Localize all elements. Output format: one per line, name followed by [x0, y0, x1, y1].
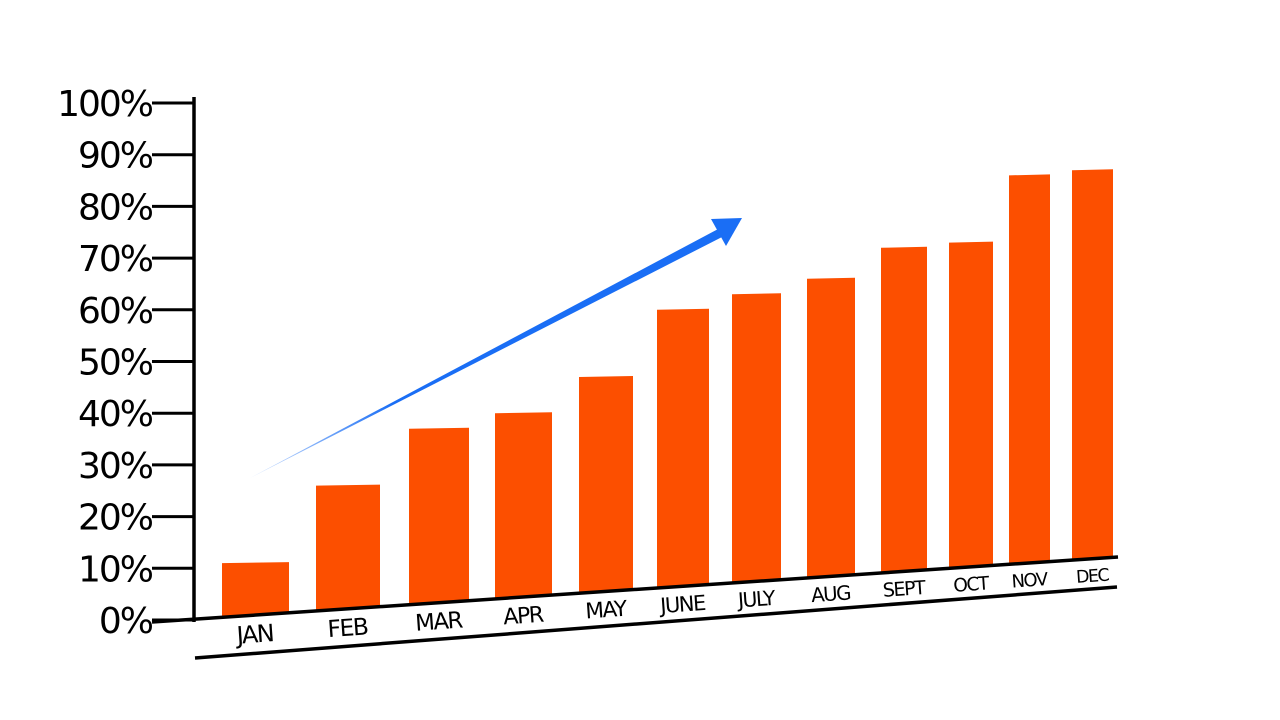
trend-arrow-head [711, 218, 742, 246]
x-tick-label: SEPT [882, 576, 927, 602]
x-tick-label: JULY [735, 586, 777, 613]
y-tick-label: 10% [78, 549, 153, 590]
bar-feb [316, 484, 380, 612]
bar-aug [807, 277, 855, 579]
trend-arrow-shaft [250, 228, 724, 478]
x-tick-label: APR [502, 602, 544, 631]
bar-apr [495, 412, 552, 600]
bar-oct [949, 241, 993, 569]
bar-nov [1009, 174, 1050, 565]
y-tick-label: 40% [78, 394, 153, 435]
x-tick-label: FEB [327, 612, 369, 643]
y-tick-label: 60% [78, 291, 153, 332]
bar-may [579, 376, 633, 594]
y-tick-label: 70% [78, 239, 153, 280]
x-tick-label: MAR [414, 607, 464, 636]
x-tick-label: MAY [585, 597, 629, 625]
x-tick-label: NOV [1011, 569, 1050, 593]
y-tick-label: 20% [78, 498, 153, 539]
x-tick-label: AUG [810, 581, 851, 607]
trend-arrow [250, 218, 742, 478]
y-tick-label: 50% [78, 343, 153, 384]
x-tick-label: DEC [1075, 566, 1110, 588]
x-axis-baseline [151, 555, 1119, 624]
y-tick-label: 100% [57, 84, 153, 125]
bar-june [657, 308, 709, 589]
bar-mar [409, 427, 469, 606]
y-tick-label: 80% [78, 187, 153, 228]
x-tick-label: JUNE [657, 591, 705, 618]
bar-jan [222, 562, 289, 618]
x-tick-label: OCT [953, 573, 991, 597]
y-tick-label: 0% [99, 601, 153, 642]
bar-july [732, 293, 781, 584]
x-axis-lower-line [194, 585, 1118, 660]
bar-sept [881, 246, 927, 574]
bar-dec [1072, 169, 1113, 561]
y-tick-label: 30% [78, 446, 153, 487]
x-tick-label: JAN [234, 619, 274, 650]
y-tick-label: 90% [78, 136, 153, 177]
